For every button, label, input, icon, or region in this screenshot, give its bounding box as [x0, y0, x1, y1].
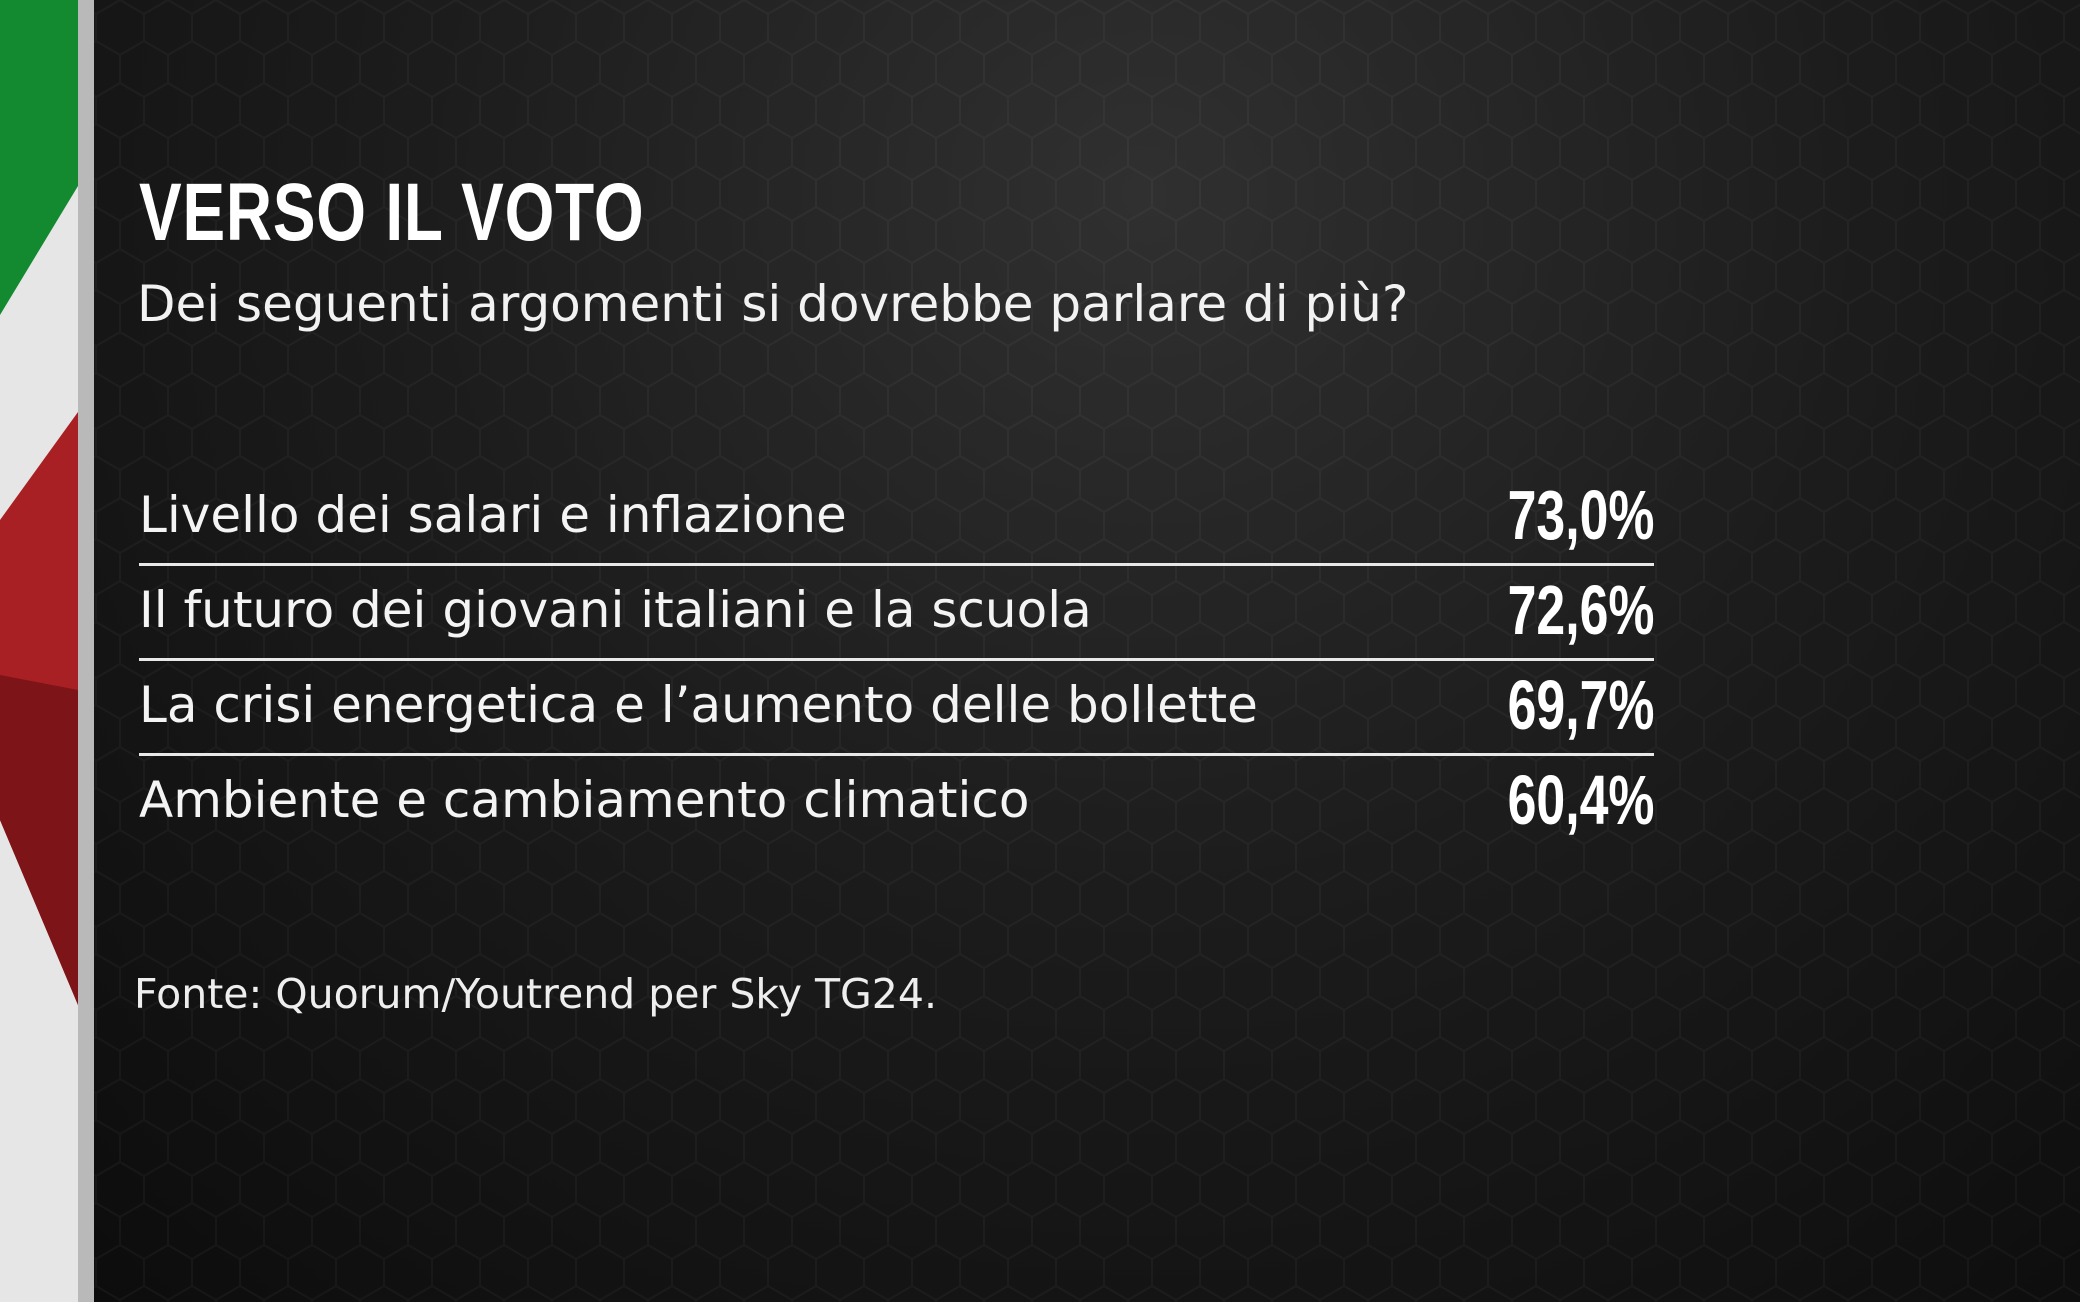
row-divider: [139, 658, 1654, 661]
row-value: 72,6%: [1507, 571, 1654, 649]
row-label: La crisi energetica e l’aumento delle bo…: [139, 676, 1258, 734]
row-value: 60,4%: [1507, 761, 1654, 839]
row-divider: [139, 563, 1654, 566]
flag-strip: [0, 0, 94, 1302]
table-row: Il futuro dei giovani italiani e la scuo…: [139, 563, 1654, 658]
table-row: La crisi energetica e l’aumento delle bo…: [139, 658, 1654, 753]
row-divider: [139, 753, 1654, 756]
row-value: 69,7%: [1507, 666, 1654, 744]
row-label: Livello dei salari e inflazione: [139, 486, 847, 544]
title: VERSO IL VOTO: [139, 167, 645, 258]
source: Fonte: Quorum/Youtrend per Sky TG24.: [134, 970, 938, 1018]
row-label: Ambiente e cambiamento climatico: [139, 771, 1030, 829]
table-row: Ambiente e cambiamento climatico 60,4%: [139, 753, 1654, 848]
row-label: Il futuro dei giovani italiani e la scuo…: [139, 581, 1092, 639]
row-value: 73,0%: [1507, 476, 1654, 554]
table-row: Livello dei salari e inflazione 73,0%: [139, 468, 1654, 563]
subtitle: Dei seguenti argomenti si dovrebbe parla…: [137, 275, 1409, 333]
